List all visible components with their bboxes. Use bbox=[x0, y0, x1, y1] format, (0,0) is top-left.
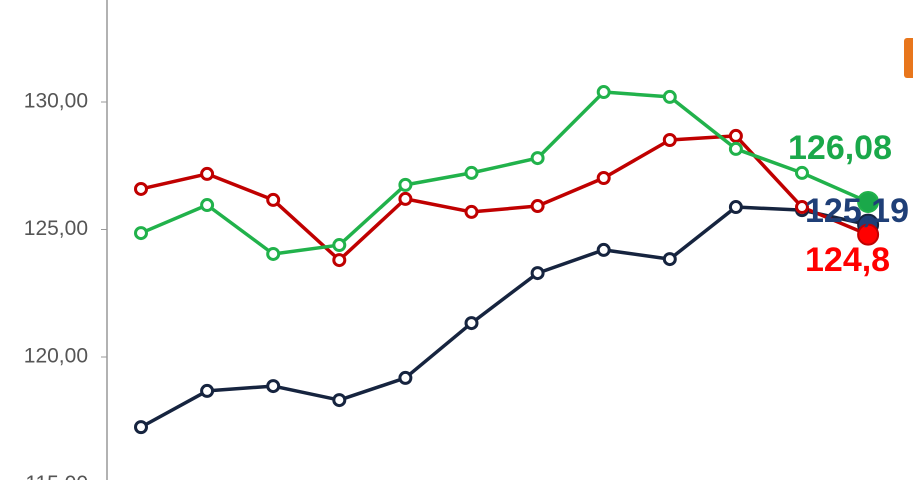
point bbox=[795, 165, 809, 180]
point bbox=[530, 151, 545, 166]
point bbox=[596, 242, 611, 257]
point bbox=[200, 166, 215, 181]
point bbox=[134, 226, 148, 241]
series-line bbox=[140, 90, 869, 256]
point bbox=[134, 181, 148, 196]
value-label: 126,08 bbox=[788, 129, 892, 167]
point bbox=[596, 170, 611, 185]
point bbox=[530, 266, 545, 281]
point bbox=[662, 252, 677, 267]
point bbox=[200, 198, 215, 213]
point bbox=[662, 132, 677, 147]
series-line bbox=[140, 205, 869, 429]
point bbox=[398, 191, 413, 206]
point bbox=[795, 200, 809, 215]
series-line bbox=[140, 134, 869, 262]
icon bbox=[904, 38, 913, 78]
point bbox=[728, 128, 743, 143]
point bbox=[266, 246, 281, 261]
point bbox=[728, 200, 743, 215]
y-tick-label: 130,00 bbox=[24, 90, 88, 113]
value-label: 124,8 bbox=[805, 241, 890, 279]
end-point bbox=[857, 223, 880, 246]
value-label: 125,19 bbox=[805, 192, 909, 230]
point bbox=[332, 393, 347, 408]
y-tick-label: 125,00 bbox=[24, 217, 88, 240]
point bbox=[728, 141, 743, 156]
point bbox=[662, 89, 677, 104]
point bbox=[398, 177, 413, 192]
point bbox=[464, 204, 479, 219]
end-point bbox=[857, 190, 880, 213]
point bbox=[134, 420, 148, 435]
point bbox=[332, 253, 347, 268]
point bbox=[266, 379, 281, 394]
point bbox=[464, 165, 479, 180]
point bbox=[464, 316, 479, 331]
point bbox=[266, 192, 281, 207]
point bbox=[332, 238, 347, 253]
point bbox=[398, 370, 413, 385]
point bbox=[596, 85, 611, 100]
point bbox=[530, 199, 545, 214]
y-tick-label: 115,00 bbox=[25, 472, 88, 480]
point bbox=[200, 383, 215, 398]
y-tick-label: 120,00 bbox=[24, 345, 88, 368]
